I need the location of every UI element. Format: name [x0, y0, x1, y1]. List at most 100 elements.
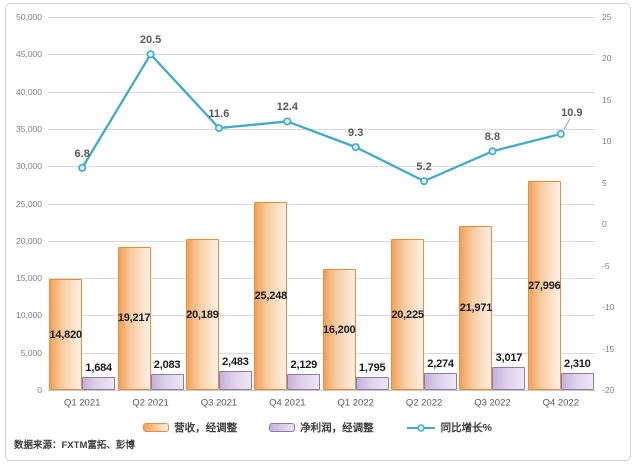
left-axis-tick: 50,000	[16, 12, 42, 22]
left-axis-tick: 0	[37, 385, 42, 395]
profit-bar	[424, 373, 458, 390]
right-axis-tick: 20	[602, 53, 612, 64]
growth-point-label: 9.3	[348, 127, 364, 140]
gridline	[48, 166, 595, 168]
source-note: 数据来源：FXTM富拓、彭博	[14, 440, 135, 451]
left-axis-tick: 5,000	[20, 347, 42, 358]
gridline	[48, 54, 595, 56]
revenue-bar-label: 21,971	[459, 302, 493, 315]
left-axis-tick: 10,000	[16, 310, 42, 321]
right-axis-tick: -20	[602, 385, 615, 395]
growth-marker-icon	[488, 147, 497, 156]
gridline	[48, 278, 595, 280]
x-axis-label: Q2 2022	[405, 397, 443, 409]
right-axis-tick: 5	[602, 177, 607, 188]
x-axis-label: Q4 2022	[542, 397, 580, 409]
profit-bar-label: 2,083	[153, 359, 181, 372]
revenue-bar-label: 16,200	[322, 323, 356, 336]
growth-marker-icon	[351, 143, 360, 152]
profit-bar	[492, 367, 526, 390]
profit-bar	[355, 376, 389, 390]
revenue-swatch-icon	[143, 423, 170, 432]
profit-bar	[150, 374, 184, 390]
revenue-bar-label: 20,225	[391, 308, 424, 321]
growth-point-label: 11.6	[208, 108, 230, 121]
profit-bar-label: 2,129	[290, 359, 318, 372]
gridline	[48, 240, 595, 242]
x-axis-label: Q3 2022	[474, 397, 511, 409]
revenue-bar	[322, 269, 356, 390]
legend-item-revenue: 营收，经调整	[143, 420, 237, 435]
left-axis-tick: 15,000	[16, 273, 42, 284]
right-axis-tick: -10	[602, 302, 615, 313]
growth-point-label: 10.9	[561, 106, 583, 119]
revenue-bar-label: 14,820	[49, 328, 82, 341]
left-axis-tick: 20,000	[16, 235, 42, 246]
growth-point-label: 12.4	[276, 101, 299, 114]
growth-marker-icon	[556, 129, 565, 138]
x-axis-label: Q4 2021	[269, 397, 306, 409]
gridline	[48, 128, 595, 130]
profit-bar-label: 2,274	[427, 358, 454, 371]
revenue-bar	[459, 226, 493, 390]
revenue-bar-label: 27,996	[528, 279, 561, 292]
gridline	[48, 352, 595, 354]
right-axis-tick: -15	[602, 343, 615, 354]
x-axis-label: Q2 2021	[132, 397, 169, 409]
legend-label-growth: 同比增长%	[440, 422, 492, 434]
growth-point-label: 8.8	[484, 131, 501, 144]
gridline	[48, 315, 595, 317]
revenue-bar	[527, 181, 561, 390]
growth-point-label: 20.5	[139, 34, 162, 47]
profit-bar-label: 2,310	[564, 357, 591, 370]
x-axis-label: Q1 2022	[337, 397, 374, 409]
profit-bar	[287, 374, 321, 390]
revenue-bar	[49, 279, 83, 390]
profit-bar	[218, 371, 252, 390]
revenue-bar	[185, 239, 219, 390]
revenue-bar	[254, 201, 288, 390]
growth-marker-icon	[78, 163, 87, 172]
revenue-bar-label: 19,217	[117, 312, 151, 325]
revenue-bar	[117, 246, 151, 390]
right-axis-tick: 10	[602, 136, 612, 147]
label-leader-line	[563, 118, 571, 131]
revenue-bar	[391, 239, 425, 390]
profit-bar-label: 1,684	[85, 362, 112, 375]
growth-marker-icon	[146, 50, 155, 59]
right-axis-tick: 0	[602, 219, 607, 230]
left-axis-tick: 30,000	[16, 161, 42, 172]
right-axis-tick: -5	[602, 260, 610, 271]
profit-bar	[82, 377, 116, 390]
left-axis-tick: 45,000	[16, 49, 42, 60]
gridline	[48, 203, 595, 205]
legend-item-profit: 净利润，经调整	[269, 420, 374, 435]
legend-label-profit: 净利润，经调整	[300, 422, 374, 434]
legend: 营收，经调整 净利润，经调整 同比增长%	[0, 420, 635, 435]
legend-item-growth: 同比增长%	[406, 420, 492, 435]
right-axis-tick: 25	[602, 12, 612, 22]
growth-marker-icon	[214, 124, 223, 133]
revenue-bar-label: 20,189	[186, 308, 219, 321]
x-axis-label: Q3 2021	[200, 397, 238, 409]
right-axis-tick: 15	[602, 94, 612, 105]
x-axis-label: Q1 2021	[63, 397, 101, 409]
profit-swatch-icon	[269, 423, 296, 432]
legend-label-revenue: 营收，经调整	[174, 422, 238, 434]
line-marker-icon	[406, 423, 435, 432]
profit-bar	[560, 372, 594, 390]
growth-line-path	[81, 53, 562, 183]
left-axis-tick: 25,000	[16, 198, 42, 209]
left-axis-tick: 40,000	[16, 86, 42, 97]
gridline	[48, 91, 595, 93]
gridline	[48, 390, 595, 391]
growth-point-label: 6.8	[74, 147, 90, 160]
profit-bar-label: 2,483	[222, 356, 249, 369]
left-axis-tick: 35,000	[16, 123, 42, 134]
profit-bar-label: 3,017	[495, 352, 523, 365]
growth-marker-icon	[420, 177, 429, 186]
profit-bar-label: 1,795	[358, 361, 386, 374]
gridline	[48, 17, 595, 18]
